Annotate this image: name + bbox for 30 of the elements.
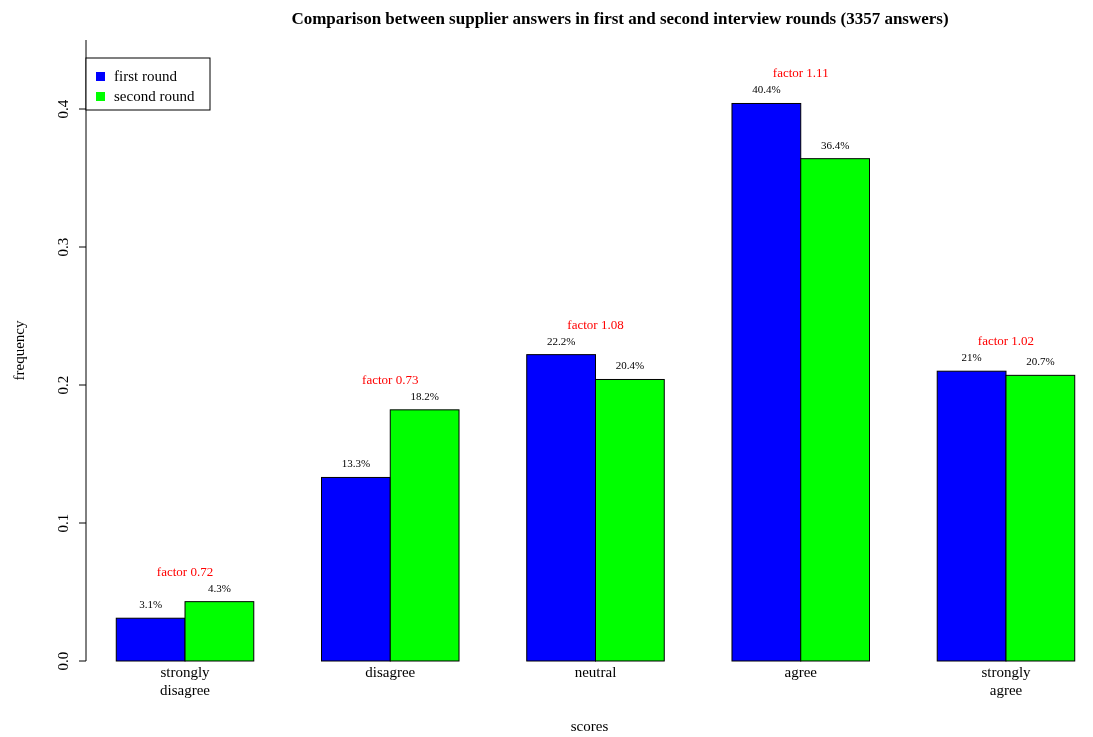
x-tick-label: neutral [574,664,617,680]
x-tick-label: strongly agree [981,664,1032,698]
annotation: factor 1.08 [567,316,624,332]
annotation: factor 1.11 [772,65,829,81]
data-label: 20.4% [615,359,645,372]
y-tick-label: 0.1 [55,513,71,533]
x-tick-label: disagree [365,664,416,680]
y-tick-label: 0.0 [55,651,71,671]
legend-label: first round [114,68,178,84]
data-label: 21% [961,351,982,364]
annotation: factor 0.73 [362,371,419,387]
data-label: 4.3% [207,581,231,594]
data-label: 20.7% [1026,355,1055,368]
legend-label: second round [114,88,195,104]
annotation: factor 0.72 [156,563,214,579]
data-label: 18.2% [410,389,439,402]
y-axis-title: frequency [11,320,27,381]
data-label: 40.4% [752,83,781,96]
y-tick-label: 0.3 [55,237,71,257]
data-label: 22.2% [546,334,576,347]
x-axis-title: scores [570,718,609,734]
data-label: 13.3% [341,457,371,470]
data-label: 3.1% [139,598,163,611]
x-tick-label: strongly disagree [160,664,211,698]
data-label: 36.4% [820,138,850,151]
x-tick-label: agree [784,664,818,680]
chart-title: Comparison between supplier answers in first and second interview rounds (3357 answers) [291,9,949,28]
y-tick-label: 0.4 [55,99,71,119]
annotation: factor 1.02 [977,333,1035,349]
y-tick-label: 0.2 [55,375,71,395]
